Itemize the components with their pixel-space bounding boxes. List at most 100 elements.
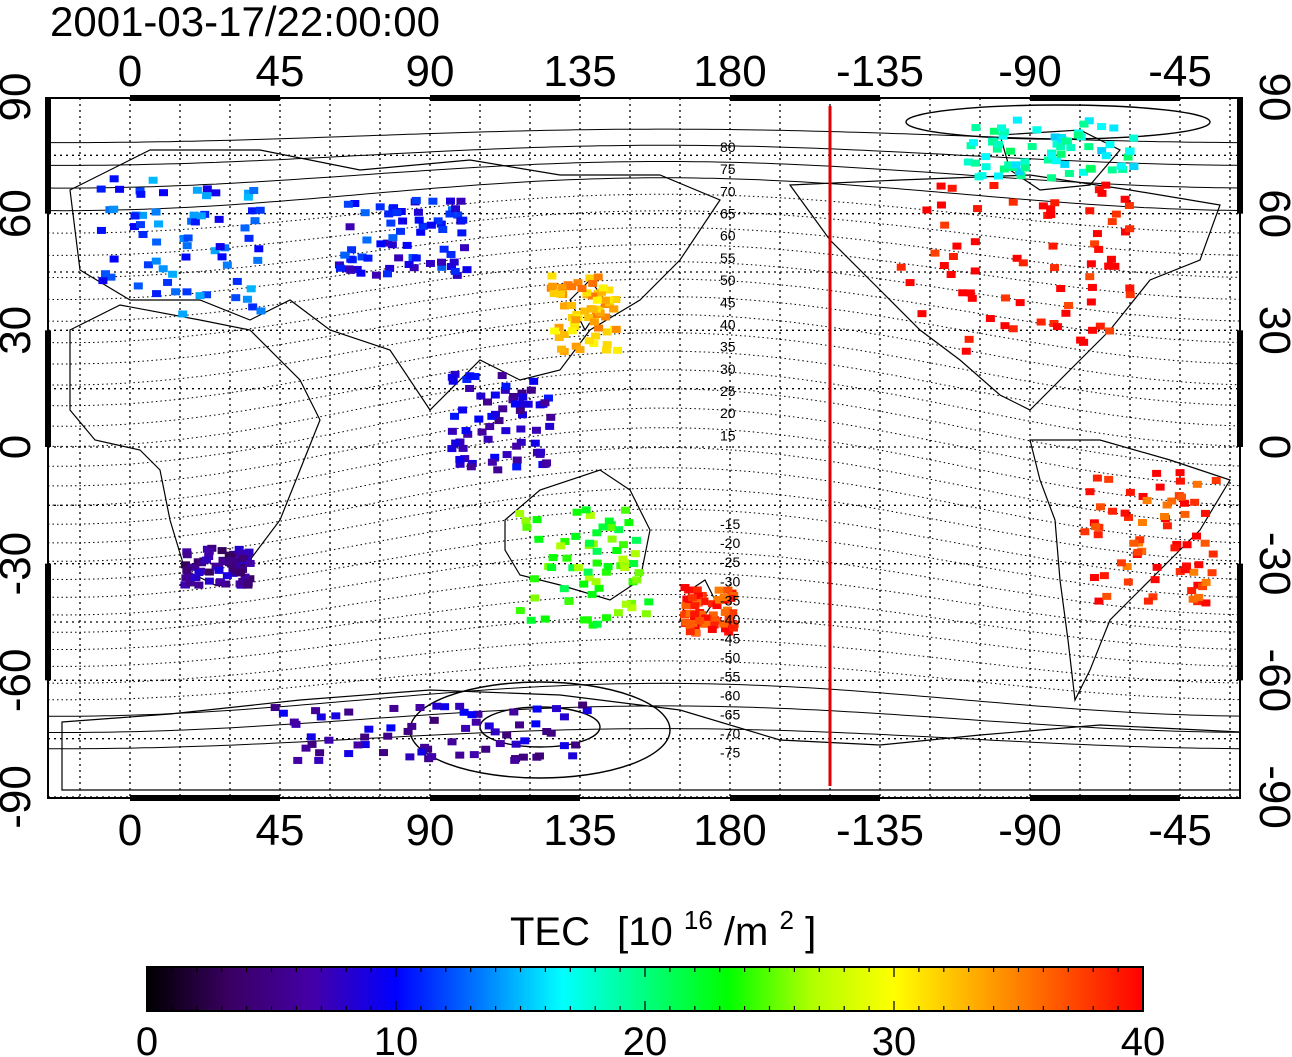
frame-bar-bottom	[430, 795, 580, 801]
tec-cell	[592, 559, 602, 567]
tec-cell	[571, 316, 581, 324]
tec-cell	[1005, 147, 1015, 155]
top-longitude-label: -90	[998, 47, 1062, 96]
tec-cell	[1097, 189, 1107, 197]
tec-data-layer	[96, 116, 1221, 764]
contour-label: 50	[720, 272, 736, 288]
left-latitude-label: 60	[0, 189, 40, 238]
tec-cell	[728, 609, 738, 617]
tec-cell	[311, 707, 321, 715]
tec-cell	[456, 197, 466, 205]
tec-cell	[526, 386, 536, 394]
tec-cell	[1038, 202, 1048, 210]
tec-cell	[236, 569, 246, 577]
contour-labels: 80 75 70 65 60 55 50 45 40 35 30 25 20 15 -15 -20 -25 -30…	[720, 139, 740, 761]
contour-label: 80	[720, 139, 736, 155]
left-latitude-label: 90	[0, 73, 40, 122]
tec-cell	[356, 269, 366, 277]
tec-region-southeast-asia	[447, 370, 556, 474]
tec-cell	[1201, 599, 1211, 607]
bottom-longitude-label: 45	[256, 806, 305, 855]
tec-cell	[589, 318, 599, 326]
contour-line	[48, 261, 1240, 322]
tec-cell	[409, 264, 419, 272]
tec-cell	[453, 211, 463, 219]
tec-cell	[196, 212, 206, 220]
tec-cell	[1004, 161, 1014, 169]
tec-cell	[501, 427, 511, 435]
tec-cell	[604, 286, 614, 294]
tec-cell	[1094, 245, 1104, 253]
tec-cell	[974, 173, 984, 181]
tec-cell	[964, 335, 974, 343]
tec-cell	[180, 581, 190, 589]
tec-cell	[457, 229, 467, 237]
tec-cell	[693, 592, 703, 600]
contour-line	[48, 660, 1240, 701]
tec-cell	[620, 563, 630, 571]
tec-cell	[723, 586, 733, 594]
tec-cell	[459, 708, 469, 716]
tec-cell	[382, 239, 392, 247]
tec-cell	[168, 270, 178, 278]
tec-cell	[516, 438, 526, 446]
right-latitude-label: 0	[1250, 435, 1292, 459]
frame-bar-top	[1030, 95, 1180, 101]
tec-cell	[607, 535, 617, 543]
tec-cell	[1084, 143, 1094, 151]
tec-cell	[573, 279, 583, 287]
contour-label: 30	[720, 361, 736, 377]
tec-cell	[1052, 323, 1062, 331]
tec-cell	[476, 392, 486, 400]
tec-cell	[494, 417, 504, 425]
tec-cell	[601, 614, 611, 622]
tec-cell	[619, 559, 629, 567]
tec-cell	[194, 581, 204, 589]
tec-cell	[690, 624, 700, 632]
tec-cell	[602, 341, 612, 349]
tec-cell	[152, 238, 162, 246]
tec-cell	[582, 707, 592, 715]
contour-label: 40	[720, 316, 736, 332]
tec-cell	[585, 539, 595, 547]
tec-cell	[630, 550, 640, 558]
frame-bar-top	[730, 95, 880, 101]
tec-cell	[592, 296, 602, 304]
right-latitude-label: 90	[1250, 73, 1292, 122]
tec-cell	[500, 386, 510, 394]
contour-label: 35	[720, 339, 736, 355]
colorbar-tick-label: 20	[623, 1020, 668, 1057]
tec-region-south-africa	[180, 544, 255, 589]
tec-cell	[641, 610, 651, 618]
tec-cell	[714, 586, 724, 594]
colorbar-tick-label: 30	[872, 1020, 917, 1057]
tec-cell	[699, 598, 709, 606]
tec-cell	[477, 428, 487, 436]
tec-cell	[1046, 211, 1056, 219]
tec-cell	[1097, 123, 1107, 131]
tec-cell	[247, 207, 257, 215]
tec-cell	[238, 554, 248, 562]
tec-cell	[215, 578, 225, 586]
tec-cell	[1008, 325, 1018, 333]
tec-cell	[1051, 157, 1061, 165]
tec-cell	[487, 458, 497, 466]
tec-cell	[571, 741, 581, 749]
tec-cell	[1191, 532, 1201, 540]
contour-label: -75	[720, 745, 740, 761]
tec-cell	[1200, 539, 1210, 547]
tec-cell	[644, 598, 654, 606]
tec-cell	[1190, 498, 1200, 506]
tec-cell	[1095, 322, 1105, 330]
tec-cell	[973, 205, 983, 213]
top-longitude-label: -45	[1148, 47, 1212, 96]
tec-cell	[315, 749, 325, 757]
tec-cell	[1124, 201, 1134, 209]
colorbar-unit-exp2: 2	[779, 905, 793, 935]
tec-cell	[130, 212, 140, 220]
tec-cell	[930, 249, 940, 257]
tec-cell	[428, 197, 438, 205]
tec-cell	[345, 223, 355, 231]
tec-cell	[593, 273, 603, 281]
